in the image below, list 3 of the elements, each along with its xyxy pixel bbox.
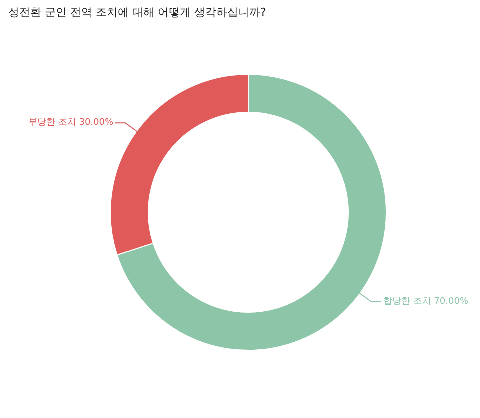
slice-label: 합당한 조치 70.00%: [383, 296, 469, 307]
slice-label: 부당한 조치 30.00%: [28, 118, 114, 128]
chart-title: 성전환 군인 전역 조치에 대해 어떻게 생각하십니까?: [8, 6, 266, 19]
